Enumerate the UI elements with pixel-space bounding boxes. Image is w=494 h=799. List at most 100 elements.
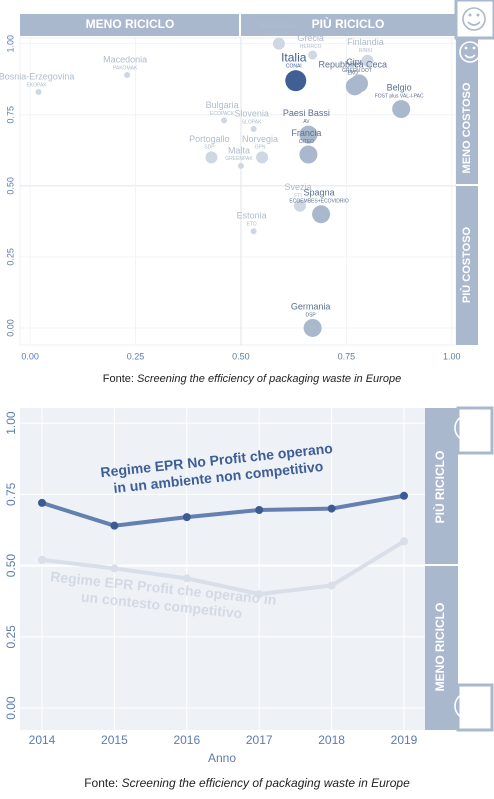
point-label: Repubblica Ceca	[319, 60, 388, 70]
point-label: Macedonia	[103, 54, 147, 64]
marker	[255, 506, 264, 515]
point	[35, 89, 42, 96]
point-sublabel: ECOEMBES+ECOVIDRIO	[289, 199, 348, 205]
x-tick-label: 1.00	[443, 351, 461, 361]
point	[303, 318, 322, 337]
point-sublabel: GREENPAK	[225, 156, 253, 162]
x-tick-label: 0.75	[338, 351, 356, 361]
y-tick-label: 0.50	[4, 554, 18, 578]
smiley	[459, 7, 486, 63]
source-title: Screening the efficiency of packaging wa…	[137, 373, 401, 385]
series-line	[41, 539, 406, 597]
marker	[182, 513, 191, 522]
y-tick-label: 1.00	[4, 411, 18, 435]
point	[312, 205, 331, 224]
point-label: Slovenia	[234, 108, 269, 118]
point-sublabel: ECOPACK	[210, 111, 235, 117]
point-sublabel: EKO	[348, 71, 359, 77]
point-sublabel: HERRCO	[300, 44, 322, 50]
point-sublabel: CONAI	[286, 63, 302, 69]
top-label: PIÙ RICICLO	[312, 16, 385, 31]
top-label: MENO RICICLO	[86, 17, 175, 31]
point	[272, 37, 285, 50]
side-label: PIÙ COSTOSO	[460, 226, 473, 303]
point-label: Svezia	[284, 182, 311, 192]
point-label: Portogallo	[189, 134, 230, 144]
y-tick-label: 1.00	[5, 35, 15, 53]
side-label: MENO RICICLO	[433, 603, 447, 692]
x-tick-label: 0.50	[232, 351, 250, 361]
marker	[400, 537, 408, 546]
y-tick-label: 0.50	[5, 177, 15, 195]
point-sublabel: SDP	[204, 145, 215, 151]
y-tick-label: 0.25	[4, 625, 18, 649]
marker	[110, 564, 119, 573]
point	[124, 71, 131, 78]
point	[299, 145, 318, 164]
x-tick-label: 2015	[101, 733, 128, 747]
x-tick-label: 0.25	[127, 351, 145, 361]
smiley-box	[456, 406, 494, 455]
x-tick-label: 2017	[246, 733, 273, 747]
plot-area	[19, 37, 457, 346]
smiley-box	[454, 0, 494, 40]
point-label: Italia	[281, 50, 307, 64]
point	[345, 77, 364, 96]
side-label: MENO COSTOSO	[461, 82, 473, 173]
source-title: Screening the efficiency of packaging wa…	[122, 776, 411, 790]
point-sublabel: FTI	[294, 193, 302, 199]
point-label: Spagna	[304, 188, 335, 198]
point-sublabel: GPN	[255, 145, 266, 151]
point-label: Romania	[259, 20, 295, 30]
series-line	[41, 493, 405, 528]
point-sublabel: PAKOMAK	[113, 65, 138, 71]
source: Fonte: Screening the efficiency of packa…	[84, 776, 410, 790]
point	[299, 125, 318, 144]
point	[221, 117, 228, 124]
point-sublabel: CITEO	[299, 139, 314, 145]
point-sublabel: EKOPAK	[26, 82, 47, 88]
smiley-box	[456, 683, 494, 732]
point-label: Francia	[291, 128, 321, 138]
point-sublabel: DSP	[305, 312, 316, 318]
marker	[255, 590, 264, 599]
point-sublabel: FOST plus VAL-I-PAC	[375, 93, 424, 99]
point-sublabel: SLOPAK	[242, 119, 262, 125]
point-label: Bulgaria	[206, 100, 239, 110]
point	[293, 199, 306, 212]
y-tick-label: 0.00	[4, 696, 18, 720]
source: Fonte: Screening the efficiency of packa…	[103, 373, 401, 385]
point-label: Belgio	[387, 82, 412, 92]
point	[361, 54, 374, 67]
point-sublabel: ECO-ROM	[265, 31, 289, 37]
point	[308, 50, 318, 60]
x-tick-label: 2014	[29, 733, 56, 747]
point	[205, 151, 218, 164]
y-tick-label: 0.00	[5, 319, 15, 337]
point	[392, 100, 411, 119]
point-label: Estonia	[237, 211, 267, 221]
point	[237, 162, 244, 169]
source-prefix: Fonte:	[103, 373, 134, 385]
marker	[400, 491, 408, 500]
point-label: Bosnia-Erzegovina	[0, 71, 74, 81]
point-label: Finlandia	[347, 37, 384, 47]
x-tick-label: 2019	[391, 733, 418, 747]
smiley-eyes	[468, 13, 480, 17]
marker	[327, 504, 336, 513]
x-axis-label: Anno	[208, 751, 236, 765]
marker	[38, 555, 46, 564]
point-label: Paesi Bassi	[283, 108, 330, 118]
point	[250, 228, 257, 235]
point-sublabel: GREEN DOT	[342, 68, 372, 74]
source-prefix: Fonte:	[84, 776, 118, 790]
top-banner	[20, 14, 456, 36]
point-sublabel: RINKI	[359, 48, 372, 54]
point-label: Cipro	[346, 57, 368, 67]
x-tick-label: 2016	[173, 733, 200, 747]
point	[256, 151, 269, 164]
point-label: Grecia	[297, 33, 324, 43]
point-sublabel: AV	[303, 119, 310, 125]
